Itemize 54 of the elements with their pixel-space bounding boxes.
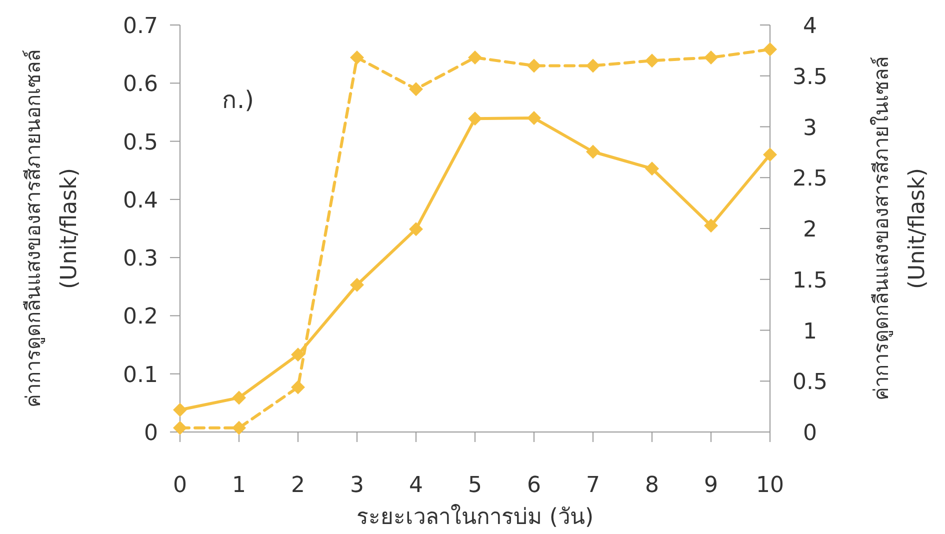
y2-tick-label: 3 [803, 116, 817, 141]
point [173, 420, 187, 435]
point [645, 162, 659, 176]
point [704, 50, 718, 65]
y-tick-label: 0.1 [123, 362, 158, 388]
point [586, 58, 600, 73]
x-axis-title: ระยะเวลาในการบ่ม (วัน) [356, 504, 594, 530]
point [586, 144, 600, 159]
point [763, 42, 777, 56]
y-tick-label: 0.7 [123, 14, 158, 39]
x-tick-label: 8 [645, 473, 659, 498]
y2-tick-label: 3.5 [792, 64, 828, 90]
x-tick-label: 0 [173, 473, 187, 498]
x-tick-label: 3 [350, 473, 364, 498]
y-tick-label: 0 [144, 421, 158, 446]
x-tick-label: 9 [704, 473, 718, 498]
point [350, 50, 364, 65]
y-axis-title: ค่าการดูดกลืนแสงของสารสีภายนอกเซลล์ (Unit/flask) [21, 50, 82, 408]
x-tick-label: 2 [291, 473, 305, 498]
x-tick-label: 6 [527, 473, 541, 498]
y2-tick-label: 1.5 [792, 268, 828, 294]
annotation: ก.) [222, 86, 254, 114]
point [232, 420, 246, 435]
y2-tick-label: 2 [803, 218, 817, 242]
point [350, 278, 364, 292]
x-tick-label: 4 [409, 473, 423, 498]
y2-tick-label: 1 [803, 319, 817, 344]
point [704, 218, 718, 233]
y-tick-label: 0.3 [123, 246, 158, 272]
y2-tick-label: 2.5 [792, 166, 828, 192]
y-tick-label: 0.4 [123, 188, 158, 214]
point [173, 402, 187, 417]
x-tick-label: 5 [468, 473, 482, 498]
y2-tick-label: 0 [803, 421, 817, 446]
x-tick-label: 10 [756, 473, 784, 498]
point [291, 348, 305, 362]
y2-tick-label: 0.5 [792, 370, 828, 396]
point [409, 82, 423, 96]
y2-tick-label: 4 [803, 14, 817, 39]
y-tick-label: 0.5 [123, 130, 158, 156]
x-tick-label: 1 [232, 473, 246, 498]
x-tick-label: 7 [586, 473, 600, 498]
y-tick-label: 0.6 [123, 72, 158, 98]
y2-axis-title: ค่าการดูดกลืนแสงของสารสีภายในเซลล์ (Unit/flask) [869, 56, 930, 400]
point [468, 50, 482, 65]
point [232, 390, 246, 405]
point [291, 380, 305, 394]
point [645, 54, 659, 68]
point [527, 111, 541, 126]
y-tick-label: 0.2 [123, 304, 158, 330]
point [409, 222, 423, 236]
point [763, 148, 777, 162]
point [527, 58, 541, 73]
point [468, 112, 482, 126]
